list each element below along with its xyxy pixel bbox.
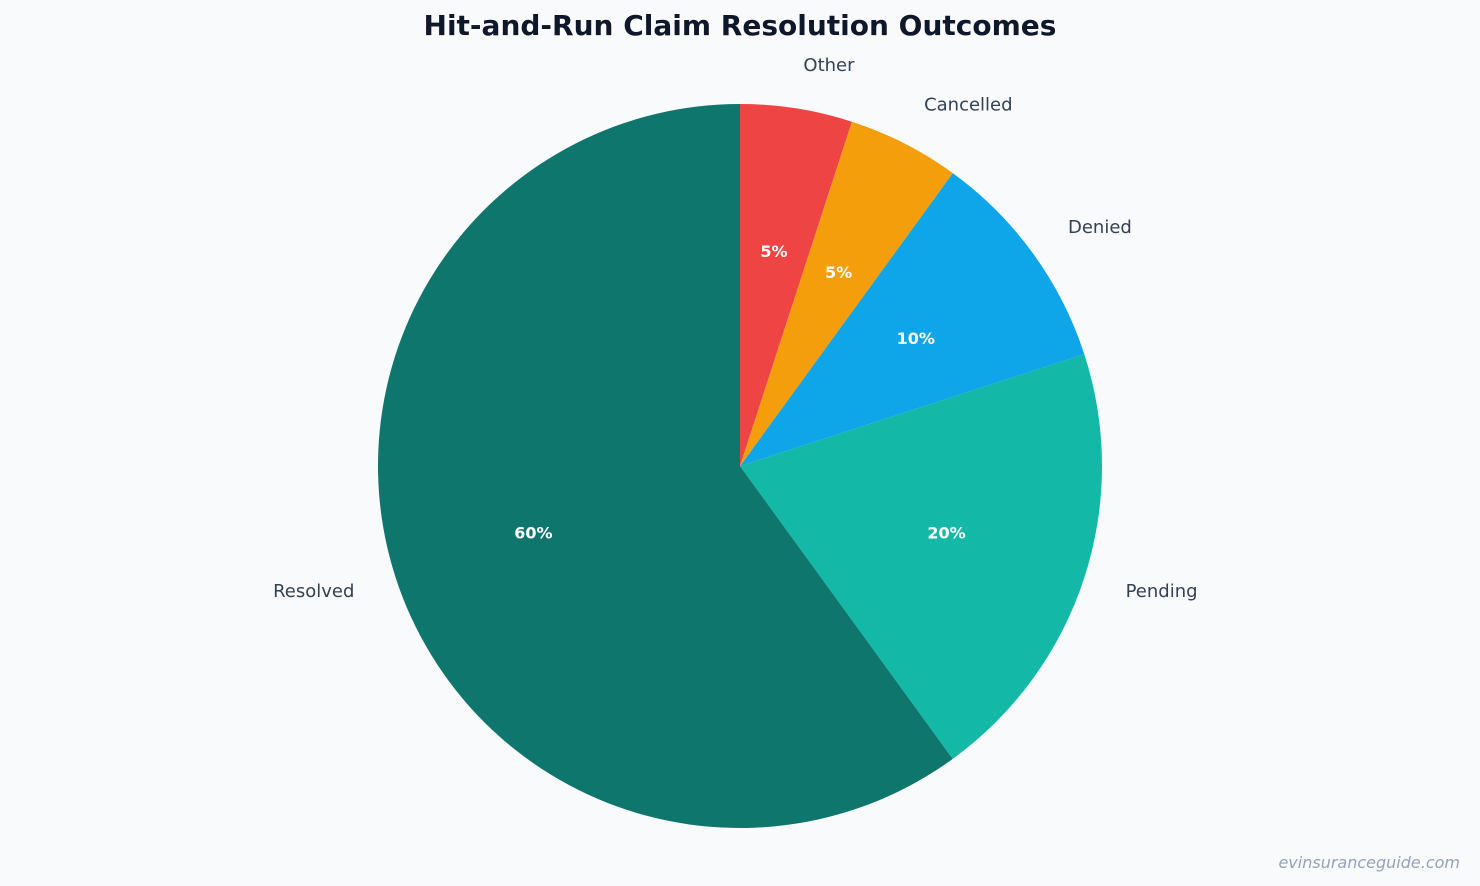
- pie-slice-resolved: [378, 104, 953, 828]
- slice-value-label-pending: 20%: [927, 524, 965, 543]
- slice-category-label-cancelled: Cancelled: [924, 94, 1012, 115]
- slice-category-label-denied: Denied: [1068, 217, 1132, 238]
- slice-value-label-denied: 10%: [897, 329, 935, 348]
- chart-title: Hit-and-Run Claim Resolution Outcomes: [423, 9, 1057, 42]
- slice-value-label-resolved: 60%: [514, 524, 552, 543]
- slice-value-label-cancelled: 5%: [825, 263, 852, 282]
- slice-category-label-other: Other: [803, 55, 855, 76]
- slice-category-label-pending: Pending: [1126, 581, 1198, 602]
- watermark-text: evinsuranceguide.com: [1278, 853, 1460, 872]
- pie-slice-pending: [740, 354, 1102, 759]
- slice-category-label-resolved: Resolved: [273, 581, 354, 602]
- pie-slice-other: [740, 104, 852, 466]
- pie-slice-cancelled: [740, 121, 953, 467]
- pie-slice-denied: [740, 173, 1085, 466]
- slice-value-label-other: 5%: [760, 242, 787, 261]
